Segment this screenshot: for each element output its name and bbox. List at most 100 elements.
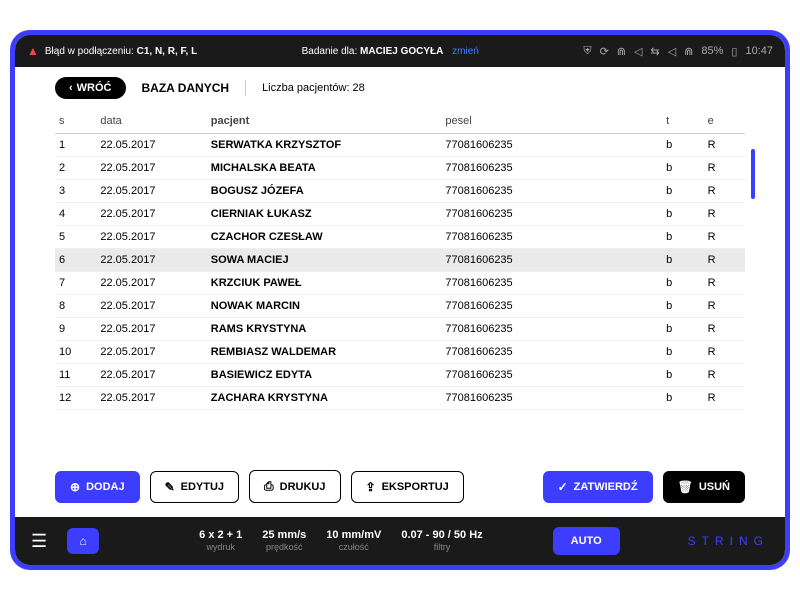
menu-icon[interactable]: ☰ xyxy=(31,531,47,552)
cell-patient: ZACHARA KRYSTYNA xyxy=(207,387,442,410)
back-button[interactable]: ‹ WRÓĆ xyxy=(55,77,126,99)
table-row[interactable]: 422.05.2017CIERNIAK ŁUKASZ77081606235bR xyxy=(55,203,745,226)
metric-layout-value: 6 x 2 + 1 xyxy=(199,529,242,542)
cell-t: b xyxy=(662,249,703,272)
topbar: ▲ Błąd w podłączeniu: C1, N, R, F, L Bad… xyxy=(15,35,785,67)
cell-s: 12 xyxy=(55,387,96,410)
cell-e: R xyxy=(704,295,745,318)
confirm-label: ZATWIERDŹ xyxy=(574,481,638,493)
cell-t: b xyxy=(662,272,703,295)
delete-label: USUŃ xyxy=(699,481,730,493)
cell-patient: RAMS KRYSTYNA xyxy=(207,318,442,341)
cell-e: R xyxy=(704,249,745,272)
edit-label: EDYTUJ xyxy=(181,481,224,493)
th-s[interactable]: s xyxy=(55,109,96,134)
table-row[interactable]: 122.05.2017SERWATKA KRZYSZTOF77081606235… xyxy=(55,134,745,157)
metric-speed[interactable]: 25 mm/s prędkość xyxy=(262,529,306,553)
cell-e: R xyxy=(704,134,745,157)
wifi2-icon: ⋒ xyxy=(684,45,693,58)
cell-t: b xyxy=(662,387,703,410)
table-row[interactable]: 922.05.2017RAMS KRYSTYNA77081606235bR xyxy=(55,318,745,341)
cell-patient: REMBIASZ WALDEMAR xyxy=(207,341,442,364)
table-row[interactable]: 1122.05.2017BASIEWICZ EDYTA77081606235bR xyxy=(55,364,745,387)
cell-pesel: 77081606235 xyxy=(441,226,662,249)
th-e[interactable]: e xyxy=(704,109,745,134)
pencil-icon: ✎ xyxy=(165,480,175,494)
sync-icon: ⟳ xyxy=(600,45,609,58)
cell-e: R xyxy=(704,203,745,226)
cell-s: 6 xyxy=(55,249,96,272)
cell-e: R xyxy=(704,341,745,364)
cell-e: R xyxy=(704,272,745,295)
table-row[interactable]: 1022.05.2017REMBIASZ WALDEMAR77081606235… xyxy=(55,341,745,364)
scrollbar-thumb[interactable] xyxy=(751,149,755,199)
metric-filters-label: filtry xyxy=(401,542,482,553)
cell-pesel: 77081606235 xyxy=(441,157,662,180)
cell-e: R xyxy=(704,387,745,410)
confirm-button[interactable]: ✓ ZATWIERDŹ xyxy=(543,471,653,503)
th-patient[interactable]: pacjent xyxy=(207,109,442,134)
metric-layout[interactable]: 6 x 2 + 1 wydruk xyxy=(199,529,242,553)
print-button[interactable]: ⎙ DRUKUJ xyxy=(249,470,340,503)
cell-data: 22.05.2017 xyxy=(96,134,206,157)
cell-s: 3 xyxy=(55,180,96,203)
warning-icon: ▲ xyxy=(27,44,39,58)
cell-s: 5 xyxy=(55,226,96,249)
add-button[interactable]: ⊕ DODAJ xyxy=(55,471,140,503)
table-container: s data pacjent pesel t e 122.05.2017SERW… xyxy=(15,109,785,456)
cell-s: 8 xyxy=(55,295,96,318)
cell-s: 1 xyxy=(55,134,96,157)
edit-button[interactable]: ✎ EDYTUJ xyxy=(150,471,239,503)
cell-s: 10 xyxy=(55,341,96,364)
cell-t: b xyxy=(662,180,703,203)
th-data[interactable]: data xyxy=(96,109,206,134)
printer-icon: ⎙ xyxy=(264,479,274,494)
metric-sensitivity[interactable]: 10 mm/mV czułość xyxy=(326,529,381,553)
cell-pesel: 77081606235 xyxy=(441,364,662,387)
delete-button[interactable]: 🗑 USUŃ xyxy=(663,471,745,503)
auto-button[interactable]: AUTO xyxy=(553,527,620,555)
home-button[interactable]: ⌂ xyxy=(67,528,99,554)
separator xyxy=(245,80,246,96)
metric-filters[interactable]: 0.07 - 90 / 50 Hz filtry xyxy=(401,529,482,553)
patient-count: Liczba pacjentów: 28 xyxy=(262,82,365,94)
cell-patient: CZACHOR CZESŁAW xyxy=(207,226,442,249)
table-row[interactable]: 822.05.2017NOWAK MARCIN77081606235bR xyxy=(55,295,745,318)
table-row[interactable]: 622.05.2017SOWA MACIEJ77081606235bR xyxy=(55,249,745,272)
table-row[interactable]: 722.05.2017KRZCIUK PAWEŁ77081606235bR xyxy=(55,272,745,295)
cell-pesel: 77081606235 xyxy=(441,318,662,341)
cell-patient: BOGUSZ JÓZEFA xyxy=(207,180,442,203)
table-row[interactable]: 522.05.2017CZACHOR CZESŁAW77081606235bR xyxy=(55,226,745,249)
cell-e: R xyxy=(704,157,745,180)
wifi-icon: ⋒ xyxy=(617,45,626,58)
back-label: WRÓĆ xyxy=(77,82,112,94)
cell-data: 22.05.2017 xyxy=(96,226,206,249)
export-button[interactable]: ⇪ EKSPORTUJ xyxy=(351,471,464,503)
change-link[interactable]: zmień xyxy=(452,46,479,57)
brand-logo: STRING xyxy=(688,534,769,548)
bottom-bar: ☰ ⌂ 6 x 2 + 1 wydruk 25 mm/s prędkość 10… xyxy=(15,517,785,565)
battery-icon: ▯ xyxy=(731,45,737,58)
cell-t: b xyxy=(662,134,703,157)
cell-e: R xyxy=(704,318,745,341)
sound-icon: ◁ xyxy=(634,45,642,58)
th-t[interactable]: t xyxy=(662,109,703,134)
shield-icon: ⛨ xyxy=(583,45,591,58)
metric-layout-label: wydruk xyxy=(199,542,242,553)
signal-icon: ◁ xyxy=(668,45,676,58)
table-row[interactable]: 222.05.2017MICHALSKA BEATA77081606235bR xyxy=(55,157,745,180)
metric-speed-label: prędkość xyxy=(262,542,306,553)
cell-data: 22.05.2017 xyxy=(96,157,206,180)
page-title: BAZA DANYCH xyxy=(142,81,230,95)
cell-data: 22.05.2017 xyxy=(96,180,206,203)
cell-patient: NOWAK MARCIN xyxy=(207,295,442,318)
table-row[interactable]: 322.05.2017BOGUSZ JÓZEFA77081606235bR xyxy=(55,180,745,203)
print-label: DRUKUJ xyxy=(280,481,326,493)
cell-data: 22.05.2017 xyxy=(96,249,206,272)
table-row[interactable]: 1222.05.2017ZACHARA KRYSTYNA77081606235b… xyxy=(55,387,745,410)
cell-s: 4 xyxy=(55,203,96,226)
metric-sensitivity-value: 10 mm/mV xyxy=(326,529,381,542)
cell-patient: BASIEWICZ EDYTA xyxy=(207,364,442,387)
cell-pesel: 77081606235 xyxy=(441,180,662,203)
th-pesel[interactable]: pesel xyxy=(441,109,662,134)
